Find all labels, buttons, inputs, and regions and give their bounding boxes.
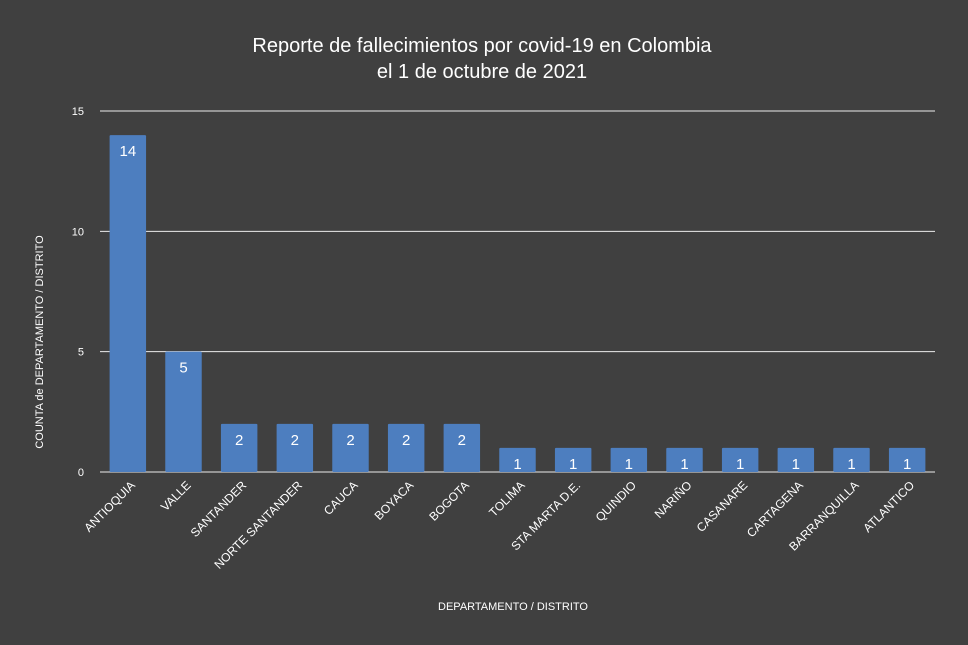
y-tick-label: 0 — [78, 467, 84, 479]
x-tick-label: SANTANDER — [188, 478, 250, 540]
bar-atlantico[interactable] — [888, 447, 926, 472]
x-tick-label: NARIÑO — [652, 478, 695, 521]
data-label: 1 — [847, 456, 855, 473]
bar-cartagena[interactable] — [777, 447, 815, 472]
data-label: 1 — [736, 456, 744, 473]
gridlines — [100, 110, 935, 473]
bar-antioquia[interactable] — [109, 135, 147, 473]
data-label: 1 — [513, 456, 521, 473]
bar-tolima[interactable] — [499, 447, 536, 472]
data-label: 1 — [903, 456, 911, 473]
bar-quindio[interactable] — [610, 447, 648, 472]
data-label: 1 — [680, 456, 688, 473]
x-tick-label: VALLE — [158, 478, 194, 514]
y-axis-title: COUNTA de DEPARTAMENTO / DISTRITO — [34, 235, 46, 449]
data-label: 2 — [402, 432, 410, 449]
x-axis-title: DEPARTAMENTO / DISTRITO — [438, 601, 588, 613]
x-tick-label: QUINDIO — [593, 478, 639, 524]
x-tick-label: ANTIOQUIA — [81, 478, 138, 535]
bar-sta-marta-d-e-[interactable] — [554, 447, 592, 472]
bar-norte-santander[interactable] — [276, 423, 314, 472]
bar-barranquilla[interactable] — [833, 447, 870, 472]
bars — [109, 135, 926, 473]
y-tick-label: 10 — [72, 226, 84, 238]
x-tick-label: BOGOTA — [426, 478, 472, 524]
bar-bogota[interactable] — [443, 423, 481, 472]
data-label: 5 — [179, 360, 187, 377]
x-tick-label: BOYACA — [372, 478, 417, 523]
y-tick-label: 15 — [72, 106, 84, 118]
data-label: 2 — [235, 432, 243, 449]
bar-cauca[interactable] — [332, 423, 369, 472]
x-tick-label: CAUCA — [321, 478, 361, 518]
bar-santander[interactable] — [220, 423, 258, 472]
y-tick-label: 5 — [78, 347, 84, 359]
data-labels: 14 5 2 2 2 2 2 1 1 1 1 1 1 1 1 — [119, 143, 911, 473]
y-axis-ticks: 0 5 10 15 — [72, 106, 84, 479]
data-label: 2 — [458, 432, 466, 449]
bar-casanare[interactable] — [721, 447, 759, 472]
x-tick-label: CARTAGENA — [744, 478, 806, 540]
bar-nari-o[interactable] — [666, 447, 703, 472]
chart-title-line-1: Reporte de fallecimientos por covid-19 e… — [252, 35, 712, 57]
data-label: 14 — [119, 143, 136, 160]
x-tick-label: ATLANTICO — [860, 478, 917, 535]
data-label: 2 — [346, 432, 354, 449]
chart-title-line-2: el 1 de octubre de 2021 — [377, 61, 587, 83]
data-label: 1 — [569, 456, 577, 473]
bar-valle[interactable] — [165, 351, 202, 472]
bar-boyaca[interactable] — [387, 423, 425, 472]
x-tick-label: TOLIMA — [486, 478, 527, 519]
data-label: 2 — [291, 432, 299, 449]
data-label: 1 — [792, 456, 800, 473]
data-label: 1 — [625, 456, 633, 473]
x-tick-label: CASANARE — [694, 478, 751, 535]
